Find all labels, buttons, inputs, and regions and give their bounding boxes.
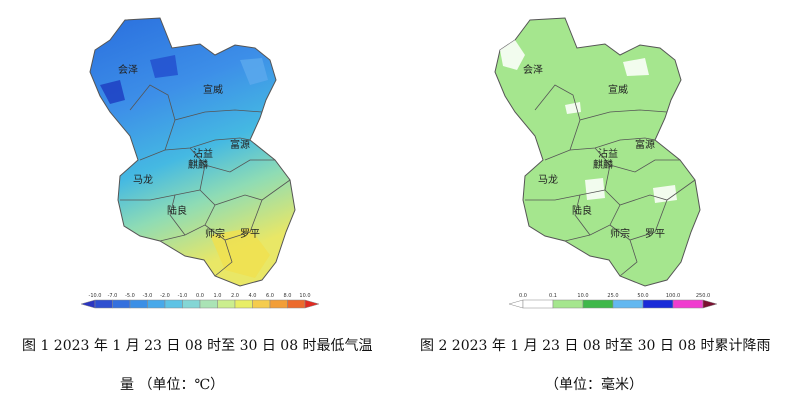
caption: 图 2 2023 年 1 月 23 日 08 时至 30 日 08 时累计降雨 [420, 338, 771, 354]
colorbar-label: 0.1 [549, 293, 557, 299]
colorbar-label: 6.0 [266, 293, 274, 299]
place-label: 宣威 [608, 83, 628, 96]
caption: 图 1 2023 年 1 月 23 日 08 时至 30 日 08 时最低气温 [22, 338, 373, 354]
county-border [214, 239, 233, 277]
colorbar-segment [552, 299, 584, 309]
place-label: 沾益 [193, 147, 213, 160]
county-border [169, 194, 186, 236]
colorbar-segment [582, 299, 614, 309]
county-border [164, 109, 263, 151]
colorbar-segment [612, 299, 644, 309]
colorbar-label: 10.0 [577, 293, 588, 299]
colorbar-label: 250.0 [696, 293, 710, 299]
county-border [594, 147, 680, 173]
patch [100, 80, 125, 104]
county-border [534, 84, 581, 121]
region [494, 17, 701, 287]
place-label: 会泽 [523, 63, 543, 76]
place-label: 陆良 [167, 204, 187, 217]
colorbar-segment [199, 299, 218, 309]
county-border [159, 204, 216, 242]
county-border [199, 164, 291, 206]
county-border [574, 194, 591, 236]
place-label: 罗平 [240, 228, 260, 240]
place-label: 师宗 [610, 227, 630, 240]
colorbar-segment [672, 299, 704, 309]
colorbar-end [80, 299, 96, 309]
colorbar-end [304, 299, 320, 309]
colorbar-label: -10.0 [89, 293, 102, 299]
county-border [604, 164, 696, 206]
place-label: 罗平 [645, 228, 665, 240]
caption: （单位：毫米） [545, 377, 643, 393]
colorbar-segment [522, 299, 554, 309]
colorbar-label: 0.0 [519, 293, 527, 299]
colorbar-label: 0.0 [196, 293, 204, 299]
colorbar-segment [182, 299, 201, 309]
patch [150, 55, 178, 78]
place-label: 富源 [635, 138, 655, 151]
caption: 量 （单位：℃） [120, 377, 225, 393]
colorbar-end [702, 299, 718, 309]
county-border [120, 189, 201, 201]
colorbar-segment [234, 299, 253, 309]
place-label: 马龙 [133, 173, 153, 186]
colorbar-segment [112, 299, 131, 309]
colorbar-segment [147, 299, 166, 309]
place-label: 麒麟 [188, 158, 208, 171]
colorbar-segment [217, 299, 236, 309]
county-border [544, 137, 656, 161]
colorbar-segment [164, 299, 183, 309]
colorbar-segment [642, 299, 674, 309]
colorbar-segment [287, 299, 306, 309]
colorbar-segment [94, 299, 113, 309]
place-label: 会泽 [118, 63, 138, 76]
patch [565, 102, 581, 114]
patch [623, 58, 649, 76]
place-label: 富源 [230, 138, 250, 151]
colorbar-label: -7.0 [108, 293, 118, 299]
county-border [564, 204, 621, 242]
colorbar-label: 10.0 [299, 293, 310, 299]
county-border [609, 199, 668, 241]
colorbar-label: 8.0 [284, 293, 292, 299]
patch [500, 40, 525, 70]
county-border [139, 137, 251, 161]
county-border [525, 189, 606, 201]
place-label: 马龙 [538, 173, 558, 186]
colorbar-end [508, 299, 524, 309]
patch [585, 178, 605, 200]
colorbar-segment [252, 299, 271, 309]
colorbar-label: -1.0 [178, 293, 188, 299]
colorbar-segment [269, 299, 288, 309]
place-label: 沾益 [598, 147, 618, 160]
colorbar-label: 2.0 [231, 293, 239, 299]
colorbar-label: -3.0 [143, 293, 153, 299]
patch [653, 185, 677, 203]
colorbar-label: 4.0 [249, 293, 257, 299]
place-label: 麒麟 [593, 158, 613, 171]
colorbar-label: 1.0 [214, 293, 222, 299]
county-border [619, 239, 638, 277]
colorbar-segment [129, 299, 148, 309]
colorbar-label: -2.0 [160, 293, 170, 299]
colorbar-label: -5.0 [125, 293, 135, 299]
colorbar-label: 25.0 [607, 293, 618, 299]
colorbar-label: 50.0 [637, 293, 648, 299]
place-label: 宣威 [203, 83, 223, 96]
colorbar-label: 100.0 [666, 293, 680, 299]
county-border [189, 147, 275, 173]
place-label: 师宗 [205, 227, 225, 240]
region [89, 17, 296, 287]
county-border [569, 109, 668, 151]
place-label: 陆良 [572, 204, 592, 217]
county-border [129, 84, 176, 121]
county-border [204, 199, 263, 241]
patch [240, 58, 268, 85]
